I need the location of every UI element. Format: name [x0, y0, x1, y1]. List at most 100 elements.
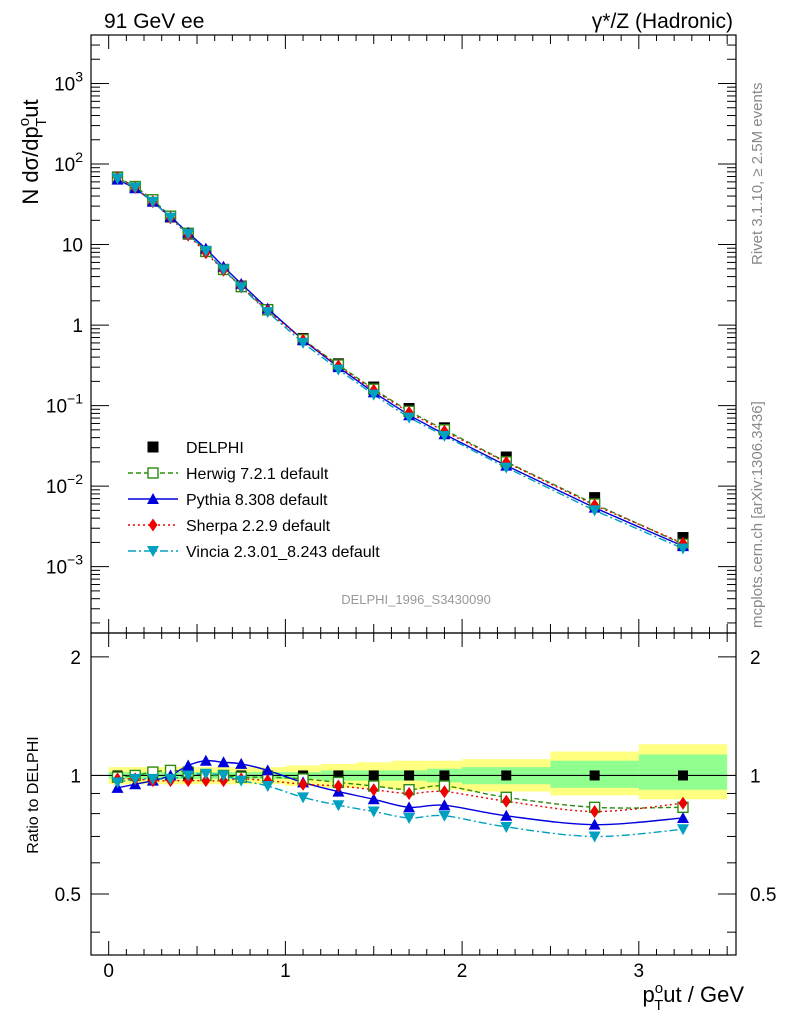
main-y-axis-label: N dσ/dpoTut — [16, 99, 50, 204]
sherpa-ratio-point — [439, 785, 449, 799]
vincia-ratio-point — [182, 770, 195, 782]
vincia-ratio-point — [332, 800, 345, 812]
vincia-ratio-point — [261, 781, 274, 793]
legend-label-pythia: Pythia 8.308 default — [186, 492, 328, 509]
data-ratio-point — [589, 770, 600, 781]
vincia-ratio-point — [438, 810, 451, 822]
y-tick-label: 103 — [54, 68, 83, 95]
x-tick-label: 1 — [280, 961, 291, 982]
x-tick-label: 2 — [457, 961, 468, 982]
sherpa-ratio-point — [369, 783, 379, 797]
legend-marker-pythia — [147, 493, 159, 504]
y-tick-label: 10 — [62, 236, 83, 257]
vincia-main-point — [164, 212, 177, 224]
pythia-ratio-point — [403, 801, 416, 813]
vincia-main-point — [676, 543, 689, 555]
vincia-ratio-point — [146, 773, 159, 785]
mcplots-label: mcplots.cern.ch [arXiv:1306.3436] — [749, 401, 766, 628]
vincia-ratio-point — [164, 773, 177, 785]
data-ratio-point — [333, 770, 344, 781]
pythia-ratio-point — [182, 759, 195, 771]
y-tick-label: 10−2 — [46, 471, 83, 498]
main-axes: 10−3 10−2 10−1 1 10 102 103 — [46, 34, 737, 634]
analysis-watermark: DELPHI_1996_S3430090 — [341, 592, 491, 607]
vincia-ratio-point — [217, 770, 230, 782]
sherpa-ratio-point — [590, 804, 600, 818]
x-tick-label: 3 — [634, 961, 645, 982]
vincia-ratio-point — [367, 806, 380, 818]
x-tick-label: 0 — [103, 961, 114, 982]
data-ratio-point — [368, 770, 379, 781]
herwig-main-line — [117, 176, 684, 545]
sherpa-main-line — [117, 176, 684, 544]
vincia-ratio-point — [588, 831, 601, 843]
ratio-y-tick-label-left: 2 — [70, 648, 81, 669]
legend-marker-herwig — [147, 467, 159, 479]
main-plot-panel: 10−3 10−2 10−1 1 10 102 103 DELPHI_1996_S34300… — [46, 34, 737, 634]
data-ratio-point — [404, 770, 415, 781]
ratio-y-tick-label-left: 0.5 — [55, 885, 81, 906]
ratio-y-tick-label-right: 2 — [750, 648, 761, 669]
y-tick-label: 1 — [72, 316, 83, 337]
vincia-main-point — [332, 364, 345, 376]
sherpa-ratio-point — [501, 794, 511, 808]
sherpa-ratio-point — [201, 774, 211, 788]
y-tick-label: 102 — [54, 149, 83, 176]
ratio-plot-panel: 0 1 2 3 0.5 0.5 1 1 2 2 — [55, 632, 776, 982]
vincia-main-point — [235, 282, 248, 294]
ratio-y-tick-label-right: 0.5 — [750, 885, 776, 906]
vincia-ratio-point — [111, 777, 124, 789]
vincia-main-point — [403, 412, 416, 424]
header-right-label: γ*/Z (Hadronic) — [592, 10, 733, 33]
legend-marker-data — [147, 441, 159, 453]
ratio-frame — [90, 632, 737, 956]
pythia-ratio-point — [217, 756, 230, 768]
legend-label-herwig: Herwig 7.2.1 default — [186, 466, 329, 483]
main-data-layer — [111, 170, 689, 555]
legend-label-vincia: Vincia 2.3.01_8.243 default — [186, 544, 380, 561]
y-tick-label: 10−3 — [46, 552, 83, 579]
legend-marker-sherpa — [148, 518, 158, 532]
pythia-ratio-point — [367, 793, 380, 805]
legend-label-data: DELPHI — [186, 440, 244, 457]
vincia-main-point — [182, 229, 195, 241]
data-ratio-point — [501, 770, 512, 781]
pythia-ratio-point — [500, 809, 513, 821]
vincia-ratio-point — [403, 812, 416, 824]
sherpa-ratio-point — [333, 779, 343, 793]
vincia-main-point — [199, 246, 212, 258]
vincia-ratio-point — [500, 821, 513, 833]
pythia-ratio-point — [438, 799, 451, 811]
sherpa-ratio-point — [678, 796, 688, 810]
vincia-main-point — [261, 307, 274, 319]
vincia-ratio-point — [235, 775, 248, 787]
ratio-y-axis-label: Ratio to DELPHI — [25, 736, 42, 853]
vincia-main-point — [217, 264, 230, 276]
legend-marker-vincia — [147, 546, 159, 557]
pythia-ratio-point — [199, 754, 212, 766]
vincia-main-point — [500, 462, 513, 474]
data-ratio-point — [439, 770, 450, 781]
data-main-point — [589, 492, 601, 504]
vincia-main-point — [588, 505, 601, 517]
ratio-y-tick-label-right: 1 — [750, 766, 761, 787]
y-tick-label: 10−1 — [46, 391, 83, 418]
pythia-ratio-point — [261, 764, 274, 776]
legend-label-sherpa: Sherpa 2.2.9 default — [186, 518, 331, 535]
pythia-ratio-point — [235, 757, 248, 769]
sherpa-ratio-point — [298, 777, 308, 791]
rivet-version-label: Rivet 3.1.10, ≥ 2.5M events — [749, 83, 766, 266]
vincia-ratio-point — [199, 768, 212, 780]
vincia-main-point — [438, 430, 451, 442]
legend: DELPHI Herwig 7.2.1 default Pythia 8.308 d… — [128, 440, 380, 561]
vincia-main-point — [297, 337, 310, 349]
ratio-y-tick-label-left: 1 — [70, 766, 81, 787]
vincia-main-point — [129, 182, 142, 194]
vincia-main-point — [367, 389, 380, 401]
vincia-ratio-point — [129, 773, 142, 785]
x-axis-label: po Tut / GeV — [643, 980, 745, 1014]
vincia-main-point — [111, 173, 124, 185]
header-left-label: 91 GeV ee — [104, 10, 204, 33]
ratio-data-layer — [111, 754, 689, 843]
